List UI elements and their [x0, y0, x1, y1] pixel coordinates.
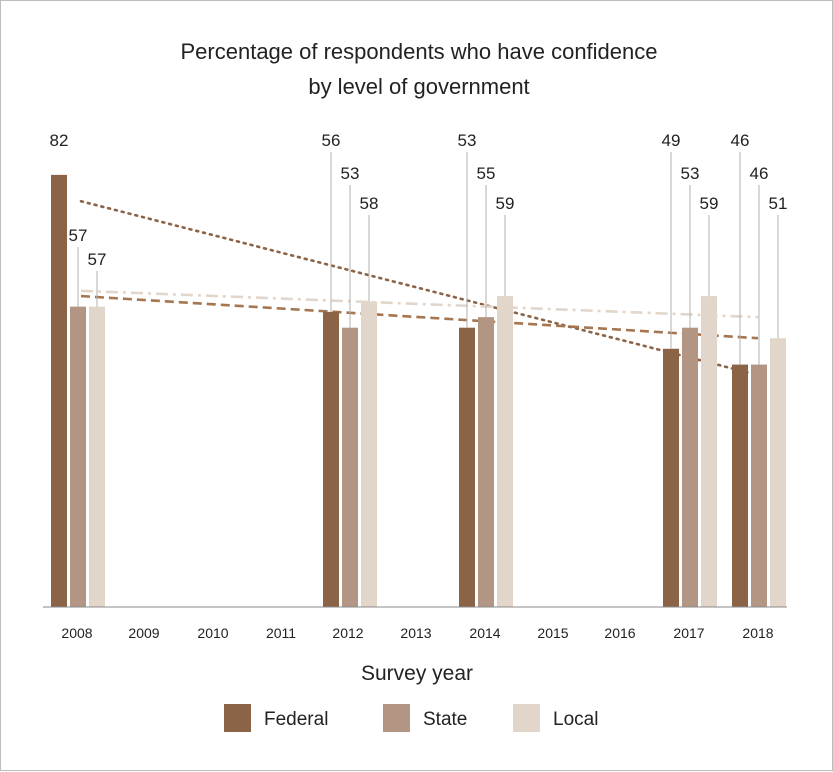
bar-local-2017	[701, 296, 717, 607]
legend-swatch-federal	[224, 704, 251, 732]
x-tick-label: 2012	[332, 625, 363, 641]
bar-state-2014	[478, 317, 494, 607]
x-tick-label: 2013	[400, 625, 431, 641]
bar-state-2008	[70, 306, 86, 607]
bar-federal-2012	[323, 311, 339, 607]
data-label: 59	[700, 194, 719, 213]
chart-title-line1: Percentage of respondents who have confi…	[181, 39, 658, 64]
data-label: 49	[662, 131, 681, 150]
bar-federal-2018	[732, 364, 748, 607]
bar-local-2012	[361, 301, 377, 607]
legend-label-state: State	[423, 709, 467, 730]
bar-state-2018	[751, 364, 767, 607]
bar-local-2008	[89, 306, 105, 607]
legend-swatch-state	[383, 704, 410, 732]
chart-title-line2: by level of government	[308, 74, 529, 99]
x-tick-label: 2015	[537, 625, 568, 641]
bar-local-2014	[497, 296, 513, 607]
data-label: 55	[477, 164, 496, 183]
x-tick-label: 2014	[469, 625, 500, 641]
bar-state-2017	[682, 327, 698, 607]
data-label: 53	[341, 164, 360, 183]
bar-federal-2008	[51, 174, 67, 608]
data-label: 51	[769, 194, 788, 213]
trendline-state	[80, 294, 759, 340]
x-tick-labels: 2008 2009 2010 2011 2012 2013 2014 2015 2016 2017…	[61, 625, 773, 641]
data-label: 58	[360, 194, 379, 213]
x-tick-label: 2010	[197, 625, 228, 641]
x-tick-label: 2011	[266, 625, 296, 641]
legend-label-local: Local	[553, 709, 598, 730]
data-label: 59	[496, 194, 515, 213]
x-tick-label: 2017	[673, 625, 704, 641]
data-label: 82	[50, 131, 69, 150]
bar-local-2018	[770, 338, 786, 607]
data-label: 46	[750, 164, 769, 183]
bar-federal-2017	[663, 348, 679, 607]
x-axis-label: Survey year	[361, 662, 473, 685]
x-tick-label: 2009	[128, 625, 159, 641]
bar-state-2012	[342, 327, 358, 607]
trendline-federal	[79, 199, 760, 377]
data-label: 53	[458, 131, 477, 150]
data-label: 57	[69, 226, 88, 245]
data-label: 46	[731, 131, 750, 150]
data-label: 57	[88, 250, 107, 269]
trendline-local	[80, 289, 759, 319]
trendlines	[79, 199, 760, 377]
legend-swatch-local	[513, 704, 540, 732]
data-label: 53	[681, 164, 700, 183]
legend-label-federal: Federal	[264, 709, 328, 730]
x-tick-label: 2008	[61, 625, 92, 641]
legend: Federal State Local	[224, 704, 598, 732]
x-tick-label: 2016	[604, 625, 635, 641]
x-tick-label: 2018	[742, 625, 773, 641]
data-label: 56	[322, 131, 341, 150]
bar-federal-2014	[459, 327, 475, 607]
